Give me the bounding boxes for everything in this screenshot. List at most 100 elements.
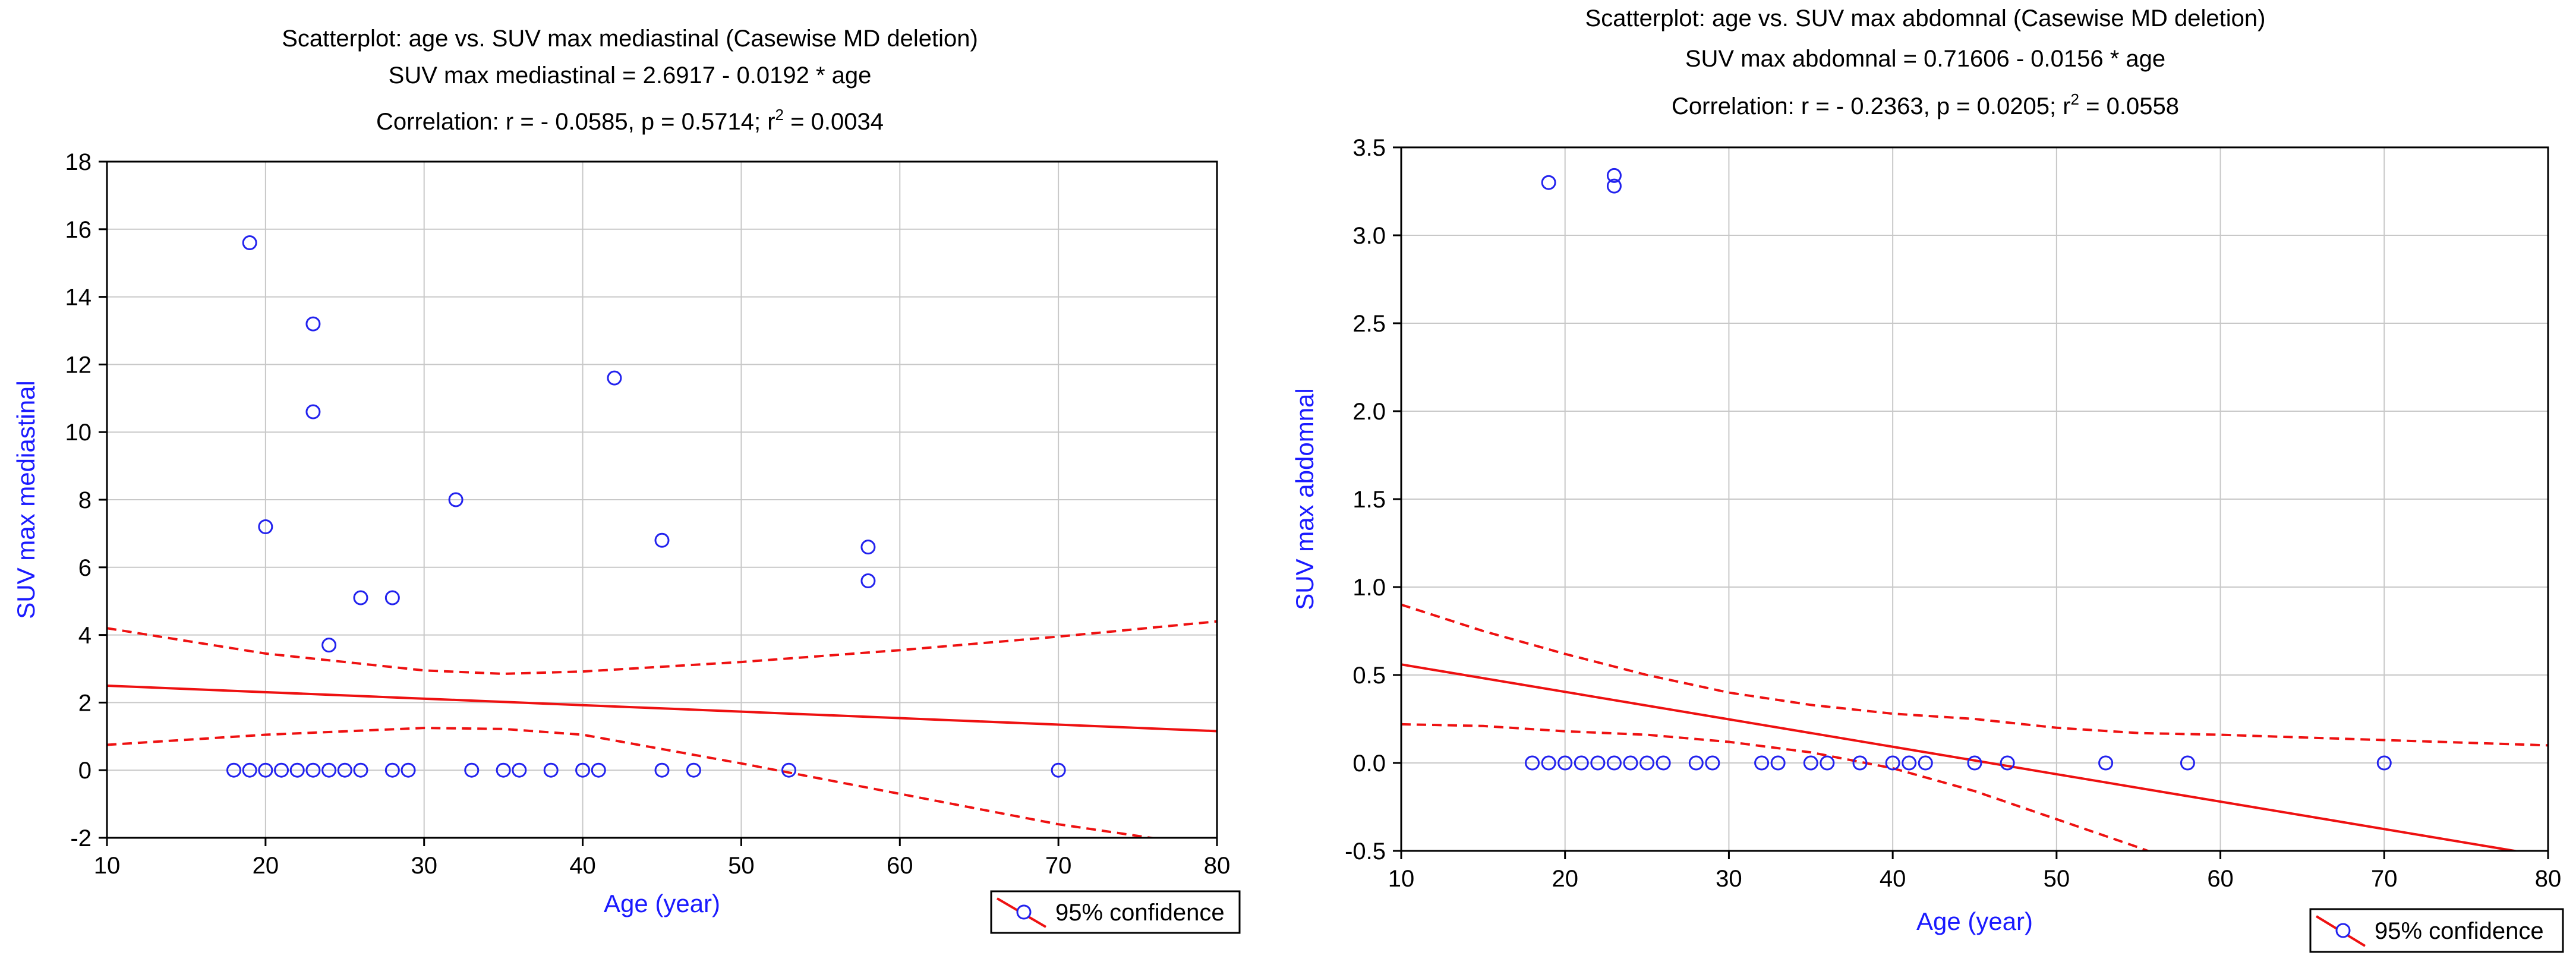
data-point [654,762,670,778]
correlation-text: Correlation: r = - 0.0585, p = 0.5714; r… [376,106,884,135]
data-point [401,762,416,778]
x-tick-label: 70 [2371,866,2398,892]
x-tick-label: 60 [2207,866,2234,892]
data-point [305,316,321,332]
data-point [1803,755,1818,771]
data-point [1705,755,1720,771]
data-point [496,762,511,778]
data-point [860,573,876,589]
data-point [337,762,352,778]
x-tick-label: 20 [1552,866,1578,892]
data-point [1770,755,1786,771]
y-tick-label: 18 [65,149,92,175]
x-tick-label: 40 [569,853,596,879]
data-point [781,762,796,778]
data-point [384,590,400,605]
legend-point-marker [1016,904,1032,920]
data-point [1967,755,1982,771]
y-tick-label: 1.0 [1352,575,1386,601]
data-point [1541,755,1556,771]
regression-equation: SUV max abdomnal = 0.71606 - 0.0156 * ag… [1685,46,2165,72]
data-point [226,762,241,778]
data-point [1885,755,1900,771]
data-point [591,762,606,778]
legend-label: 95% confidence [1055,900,1225,926]
data-point [686,762,701,778]
y-tick-label: 4 [78,623,92,649]
data-point [289,762,305,778]
legend-box [990,890,1241,934]
data-point [353,762,368,778]
data-point [1541,175,1556,190]
y-tick-label: 12 [65,352,92,378]
y-tick-label: 0.5 [1352,663,1386,689]
data-point [305,762,321,778]
data-point [464,762,480,778]
data-point [1606,755,1622,771]
x-tick-label: 50 [2044,866,2070,892]
data-point [321,638,337,653]
data-point [305,404,321,420]
data-point [1574,755,1589,771]
data-point [258,762,273,778]
chart-panel-1: Scatterplot: age vs. SUV max mediastinal… [12,26,1241,934]
chart-title: Scatterplot: age vs. SUV max abdomnal (C… [1585,5,2266,31]
y-tick-label: -0.5 [1345,838,1386,865]
data-point [448,492,464,507]
y-tick-label: 14 [65,285,92,311]
x-tick-label: 30 [411,853,437,879]
data-point [2098,755,2114,771]
data-point [353,590,368,605]
regression-line [107,684,1217,733]
y-tick-label: 3.0 [1352,223,1386,249]
legend-label: 95% confidence [2375,918,2544,944]
data-point [1852,755,1868,771]
y-tick-label: 10 [65,420,92,446]
data-point [2000,755,2015,771]
data-point [1639,755,1655,771]
y-tick-label: 16 [65,217,92,243]
data-point [258,519,273,535]
x-tick-label: 70 [1045,853,1072,879]
x-tick-label: 80 [1204,853,1231,879]
y-tick-label: -2 [70,825,92,851]
data-point [1525,755,1540,771]
data-point [1606,168,1622,183]
regression-equation: SUV max mediastinal = 2.6917 - 0.0192 * … [389,62,872,89]
data-point [321,762,337,778]
y-tick-label: 2.0 [1352,399,1386,425]
data-point [1656,755,1671,771]
data-point [274,762,289,778]
data-point [384,762,400,778]
data-point [1623,755,1638,771]
chart-panel-2: Scatterplot: age vs. SUV max abdomnal (C… [1291,5,2564,953]
ci-lower-line [107,727,1159,838]
data-point [860,540,876,555]
ci-lower-line [1401,723,2152,851]
x-tick-label: 30 [1716,866,1742,892]
data-point [242,762,257,778]
regression-line [1401,663,2522,851]
x-tick-label: 40 [1880,866,1906,892]
x-axis-label: Age (year) [1916,907,2033,935]
data-point [1557,755,1573,771]
x-tick-label: 60 [887,853,913,879]
y-tick-label: 6 [78,555,92,581]
y-tick-label: 2.5 [1352,311,1386,337]
data-point [543,762,559,778]
data-point [1754,755,1770,771]
data-point [2180,755,2195,771]
data-point [2376,755,2392,771]
y-tick-label: 0 [78,758,92,784]
correlation-text: Correlation: r = - 0.2363, p = 0.0205; r… [1672,90,2179,119]
data-point [1918,755,1933,771]
y-tick-label: 2 [78,690,92,716]
x-tick-label: 50 [728,853,755,879]
y-tick-label: 1.5 [1352,487,1386,513]
data-point [1051,762,1066,778]
data-point [654,532,670,548]
data-point [607,370,622,386]
x-tick-label: 80 [2535,866,2562,892]
y-axis-label: SUV max mediastinal [12,380,40,619]
